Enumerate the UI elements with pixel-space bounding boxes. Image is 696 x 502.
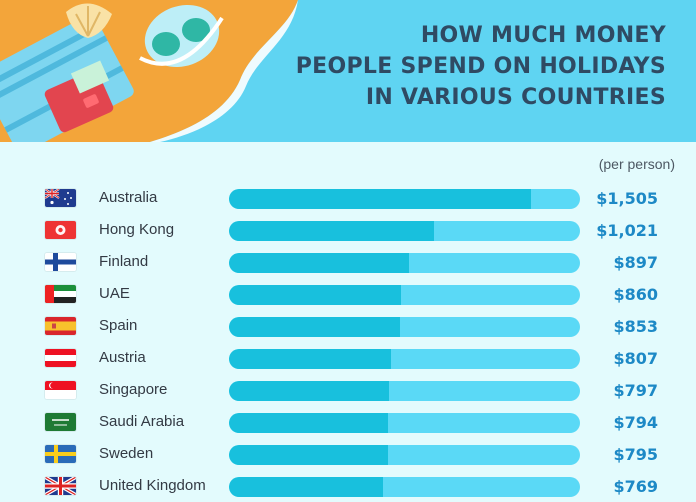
bar xyxy=(229,285,402,305)
uae-flag-icon xyxy=(45,285,76,303)
chart-row: Austria $807 xyxy=(0,341,696,373)
bar xyxy=(229,221,434,241)
unit-note: (per person) xyxy=(598,156,675,172)
chart-row: Hong Kong $1,021 xyxy=(0,213,696,245)
spain-flag-icon xyxy=(45,317,76,335)
category-label: Finland xyxy=(99,253,149,270)
chart-row: Spain $853 xyxy=(0,309,696,341)
bar xyxy=(229,317,401,337)
singapore-flag-icon xyxy=(45,381,76,399)
category-label: Sweden xyxy=(99,445,154,462)
united-kingdom-flag-icon xyxy=(45,477,76,495)
category-label: Spain xyxy=(99,317,138,334)
wallet-icon xyxy=(44,60,114,133)
bar-track xyxy=(229,317,580,337)
data-label: $807 xyxy=(613,349,658,368)
bar-track xyxy=(229,381,580,401)
category-label: Saudi Arabia xyxy=(99,413,185,430)
chart-row: UAE $860 xyxy=(0,277,696,309)
bar-track xyxy=(229,189,580,209)
data-label: $795 xyxy=(613,445,658,464)
chart-row: United Kingdom $769 xyxy=(0,469,696,501)
bar-track xyxy=(229,285,580,305)
finland-flag-icon xyxy=(45,253,76,271)
bar-track xyxy=(229,477,580,497)
seashell-icon xyxy=(66,3,112,38)
header-banner: HOW MUCH MONEY PEOPLE SPEND ON HOLIDAYS … xyxy=(0,0,696,142)
data-label: $1,505 xyxy=(596,189,658,208)
austria-flag-icon xyxy=(45,349,76,367)
saudi-arabia-flag-icon xyxy=(45,413,76,431)
diving-mask-icon xyxy=(139,4,224,68)
bar xyxy=(229,413,389,433)
category-label: UAE xyxy=(99,285,130,302)
title-line: HOW MUCH MONEY xyxy=(420,23,666,48)
bar-track xyxy=(229,445,580,465)
australia-flag-icon xyxy=(45,189,76,207)
data-label: $769 xyxy=(613,477,658,496)
title-line: PEOPLE SPEND ON HOLIDAYS xyxy=(295,54,666,79)
data-label: $853 xyxy=(613,317,658,336)
chart-row: Sweden $795 xyxy=(0,437,696,469)
data-label: $860 xyxy=(613,285,658,304)
data-label: $1,021 xyxy=(596,221,658,240)
bar xyxy=(229,381,389,401)
bar xyxy=(229,189,531,209)
hong-kong-flag-icon xyxy=(45,221,76,239)
category-label: Hong Kong xyxy=(99,221,175,238)
bar xyxy=(229,253,409,273)
category-label: Singapore xyxy=(99,381,168,398)
bar-track xyxy=(229,349,580,369)
beach-illustration xyxy=(0,0,298,142)
bar-track xyxy=(229,253,580,273)
data-label: $797 xyxy=(613,381,658,400)
chart-row: Australia $1,505 xyxy=(0,181,696,213)
sweden-flag-icon xyxy=(45,445,76,463)
data-label: $897 xyxy=(613,253,658,272)
chart-row: Finland $897 xyxy=(0,245,696,277)
bar-track xyxy=(229,413,580,433)
bar xyxy=(229,477,384,497)
chart-row: Singapore $797 xyxy=(0,373,696,405)
category-label: United Kingdom xyxy=(99,477,206,494)
category-label: Australia xyxy=(99,189,158,206)
chart-row: Saudi Arabia $794 xyxy=(0,405,696,437)
title-line: IN VARIOUS COUNTRIES xyxy=(365,85,666,110)
chart-title: HOW MUCH MONEY PEOPLE SPEND ON HOLIDAYS … xyxy=(246,20,666,113)
bar xyxy=(229,445,389,465)
bar-track xyxy=(229,221,580,241)
data-label: $794 xyxy=(613,413,658,432)
bar xyxy=(229,349,391,369)
category-label: Austria xyxy=(99,349,146,366)
